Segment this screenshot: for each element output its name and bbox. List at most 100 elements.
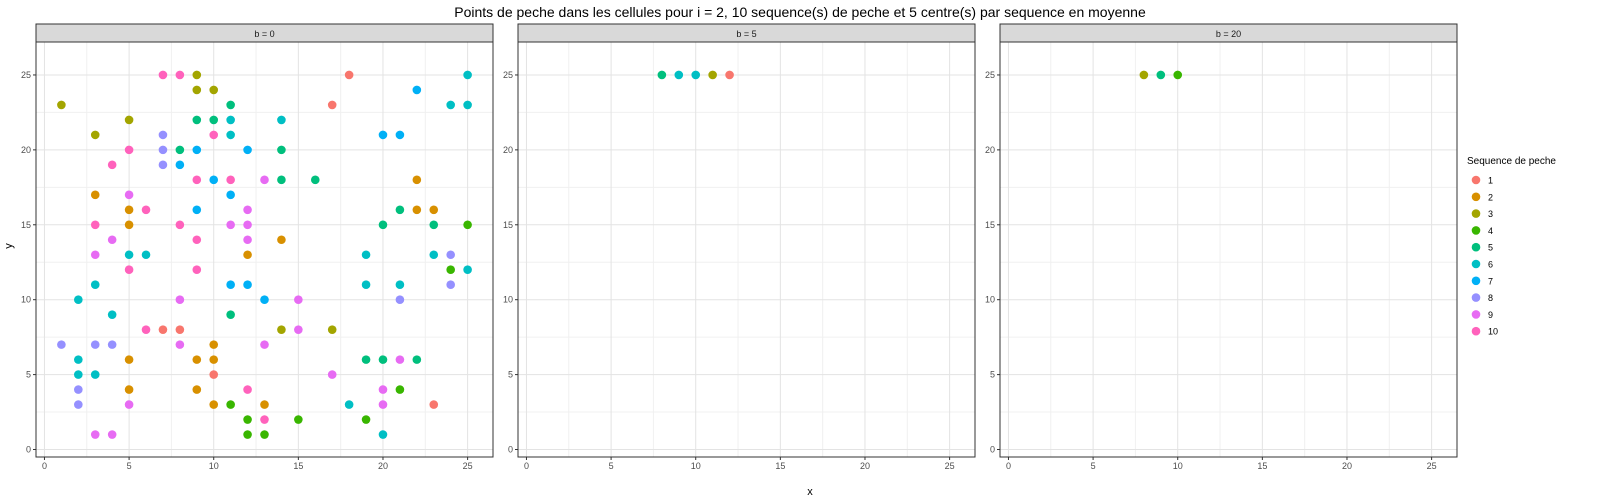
facet-strip-label: b = 20 <box>1216 29 1241 39</box>
data-point <box>74 370 83 379</box>
data-point <box>446 265 455 275</box>
data-point <box>243 430 252 439</box>
data-point <box>277 115 286 125</box>
data-point <box>90 280 100 290</box>
data-point <box>90 220 100 230</box>
data-point <box>378 400 388 409</box>
data-point <box>124 190 134 200</box>
data-point <box>657 70 667 80</box>
data-point <box>429 220 439 230</box>
y-tick-label: 20 <box>985 145 995 155</box>
data-point <box>226 310 235 319</box>
data-point <box>378 355 388 364</box>
facet-panel: b = 5 0 5 10 15 20 25 0 5 10 15 20 25 <box>503 23 976 471</box>
data-point <box>74 355 83 364</box>
y-tick-label: 10 <box>21 295 31 305</box>
data-point <box>412 205 422 215</box>
legend: Sequence de peche 1 2 3 4 5 6 7 8 9 10 <box>1467 156 1556 337</box>
chart-title: Points de peche dans les cellules pour i… <box>454 4 1146 20</box>
data-point <box>124 385 134 394</box>
data-point <box>192 145 202 155</box>
data-point <box>294 415 303 424</box>
legend-key <box>1471 259 1481 269</box>
data-point <box>243 205 252 215</box>
legend-label: 3 <box>1488 209 1493 219</box>
data-point <box>429 205 439 215</box>
data-point <box>226 175 235 185</box>
data-point <box>395 385 405 394</box>
data-point <box>90 250 100 260</box>
data-point <box>1156 70 1166 80</box>
data-point <box>446 250 455 260</box>
data-point <box>243 385 252 394</box>
data-point <box>260 340 269 349</box>
data-point <box>463 220 472 230</box>
x-tick-label: 15 <box>293 461 303 471</box>
x-tick-label: 10 <box>209 461 219 471</box>
data-point <box>209 130 219 140</box>
data-point <box>74 400 83 409</box>
data-point <box>226 115 235 125</box>
data-point <box>674 70 684 80</box>
x-tick-label: 20 <box>1342 461 1352 471</box>
data-point <box>243 220 252 230</box>
data-point <box>209 355 219 364</box>
x-tick-label: 0 <box>1006 461 1011 471</box>
x-tick-label: 15 <box>1257 461 1267 471</box>
data-point <box>226 280 235 290</box>
data-point <box>192 85 202 95</box>
panels-layer: b = 0 0 5 10 15 20 25 0 5 10 15 20 25 b = 5 0 5 10 15 20 25… <box>21 23 1458 471</box>
x-tick-label: 20 <box>378 461 388 471</box>
data-point <box>158 130 168 140</box>
data-point <box>158 160 168 170</box>
data-point <box>691 70 701 80</box>
y-tick-label: 0 <box>508 445 513 455</box>
data-point <box>378 220 388 230</box>
panel-border <box>517 41 976 458</box>
data-point <box>192 265 202 275</box>
data-point <box>361 355 371 364</box>
y-tick-label: 25 <box>503 70 513 80</box>
data-point <box>395 355 405 364</box>
data-point <box>209 340 219 349</box>
legend-key <box>1471 276 1481 286</box>
data-point <box>243 415 252 424</box>
data-point <box>90 190 100 200</box>
data-point <box>74 385 83 394</box>
legend-key <box>1471 326 1481 336</box>
legend-key <box>1471 293 1481 302</box>
data-point <box>192 355 202 364</box>
data-point <box>107 430 117 439</box>
legend-label: 10 <box>1488 327 1498 337</box>
data-point <box>395 130 405 140</box>
data-point <box>395 205 405 215</box>
data-point <box>446 100 455 110</box>
data-point <box>327 370 337 379</box>
data-point <box>175 160 185 170</box>
data-point <box>124 400 134 409</box>
data-point <box>294 295 303 304</box>
data-point <box>327 100 337 110</box>
y-tick-label: 25 <box>985 70 995 80</box>
legend-title: Sequence de peche <box>1467 156 1556 167</box>
data-point <box>209 85 219 95</box>
data-point <box>158 70 168 80</box>
x-tick-label: 25 <box>945 461 955 471</box>
data-point <box>463 265 472 275</box>
data-point <box>57 340 66 349</box>
data-point <box>141 325 151 334</box>
data-point <box>344 70 354 80</box>
y-tick-label: 10 <box>503 295 513 305</box>
x-axis-label: x <box>807 486 813 498</box>
data-point <box>209 115 219 125</box>
data-point <box>192 70 202 80</box>
data-point <box>124 355 134 364</box>
data-point <box>260 415 269 424</box>
data-point <box>1139 70 1149 80</box>
legend-key <box>1471 209 1481 218</box>
data-point <box>277 325 286 334</box>
y-tick-label: 5 <box>508 370 513 380</box>
data-point <box>412 175 422 185</box>
